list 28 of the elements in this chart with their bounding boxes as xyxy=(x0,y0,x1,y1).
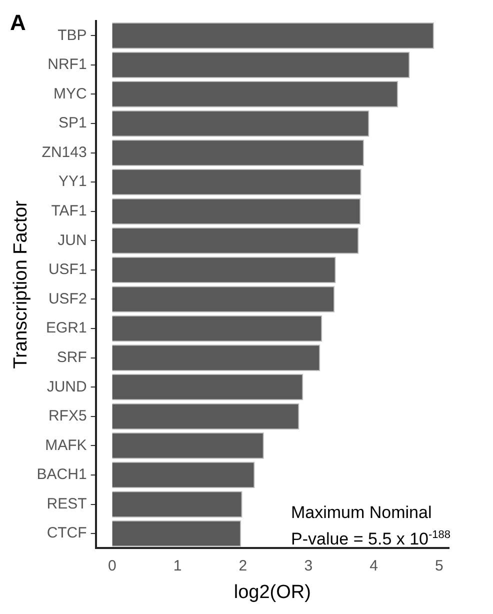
x-tick-label: 4 xyxy=(370,557,378,574)
y-tick-label: CTCF xyxy=(46,524,87,542)
x-tick-label: 2 xyxy=(238,557,248,574)
y-tick-label: TBP xyxy=(58,26,87,44)
annotation: Maximum Nominal P-value = 5.5 x 10$^{-188}$ xyxy=(291,502,451,551)
x-tick-label: 3 xyxy=(304,557,313,574)
y-tick-label: SP1 xyxy=(58,114,87,132)
y-tick-label: MAFK xyxy=(45,436,87,454)
y-tick-label: REST xyxy=(46,495,87,512)
x-tick-label: 1 xyxy=(173,557,182,574)
y-tick-label: SRF xyxy=(56,348,87,366)
y-tick-label: RFX5 xyxy=(48,408,87,425)
y-axis-title: Transcription Factor xyxy=(10,200,32,369)
y-tick-label: JUN xyxy=(58,232,87,249)
y-tick-label: EGR1 xyxy=(46,320,87,337)
y-tick-label: BACH1 xyxy=(36,466,87,484)
x-tick-label: 0 xyxy=(108,557,116,574)
text: A xyxy=(10,10,26,36)
x-tick-label: 5 xyxy=(435,557,444,574)
y-tick-label: TAF1 xyxy=(51,202,87,220)
y-tick-label: MYC xyxy=(53,85,87,102)
y-tick-label: USF2 xyxy=(48,290,87,308)
y-tick-label: USF1 xyxy=(48,261,87,278)
y-tick-label: YY1 xyxy=(58,173,87,190)
x-axis-title: log2(OR) xyxy=(234,582,311,603)
y-tick-label: ZN143 xyxy=(42,144,87,161)
y-tick-label: NRF1 xyxy=(48,56,87,74)
y-tick-label: JUND xyxy=(46,378,87,396)
